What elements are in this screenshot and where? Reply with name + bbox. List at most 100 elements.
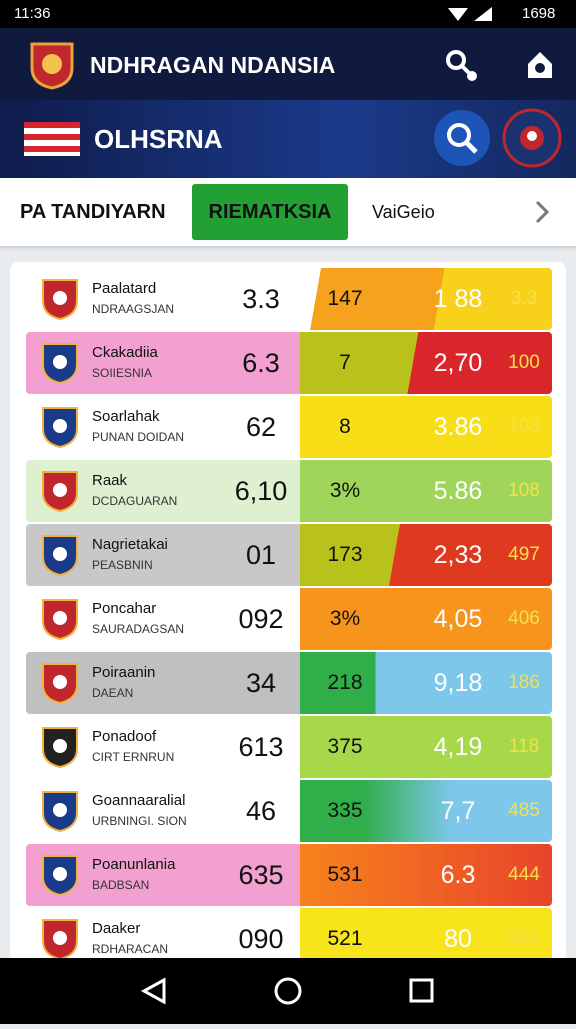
score: 092	[238, 604, 284, 634]
row-right: 218 9,18 186	[300, 652, 552, 714]
team-subtitle: BADBSAN	[92, 878, 150, 892]
stat: 100	[508, 352, 540, 373]
signal-icons	[448, 7, 492, 21]
score: 6,10	[234, 476, 288, 506]
team-crest	[42, 663, 78, 705]
time: 11:36	[14, 5, 51, 22]
stat: 4,19	[433, 733, 483, 761]
team-row[interactable]: 8 3.86 103 Soarlahak PUNAN DOIDAN 62	[26, 396, 552, 458]
stat: 103	[508, 416, 540, 437]
team-name: Paalatard	[92, 280, 157, 297]
stat: 6.3	[440, 861, 476, 889]
tab[interactable]: PA TANDIYARN	[20, 201, 166, 223]
team-row[interactable]: 335 7,7 485 Goannaaralial URBNINGI. SION 46	[26, 780, 552, 842]
standings-card: 147 1 88 3.3 Paalatard NDRAAGSJAN 3.3 7 2,70 100…	[10, 262, 566, 962]
stat: 147	[327, 287, 363, 310]
score: 3.3	[242, 284, 280, 314]
team-subtitle: SOIIESNIA	[92, 366, 153, 380]
tab-active[interactable]: RIEMATKSIA	[192, 184, 348, 240]
team-row[interactable]: 173 2,33 497 Nagrietakai PEASBNIN 01	[26, 524, 552, 586]
team-crest	[42, 855, 78, 897]
team-name: Poncahar	[92, 600, 157, 617]
stat: 335	[327, 799, 363, 822]
stat: 521	[327, 927, 363, 950]
row-right: 173 2,33 497	[300, 524, 552, 586]
search-button[interactable]	[432, 108, 492, 168]
team-row[interactable]: 7 2,70 100 Ckakadiia SOIIESNIA 6.3	[26, 332, 552, 394]
stat: 3%	[329, 479, 361, 502]
team-crest	[42, 727, 78, 769]
stat: 218	[327, 671, 363, 694]
team-row[interactable]: 218 9,18 186 Poiraanin DAEAN 34	[26, 652, 552, 714]
team-row[interactable]: 3% 4,05 406 Poncahar SAURADAGSAN 092	[26, 588, 552, 650]
team-row[interactable]: 375 4,19 118 Ponadoof CIRT ERNRUN 613	[26, 716, 552, 778]
recent-button[interactable]	[409, 978, 434, 1003]
stat: 497	[508, 544, 540, 565]
stat: 8	[339, 415, 351, 438]
score: 6.3	[242, 348, 280, 378]
stat: 9,18	[433, 669, 483, 697]
team-name: Poanunlania	[92, 856, 176, 873]
tab[interactable]: VaiGeio	[372, 202, 435, 222]
team-subtitle: SAURADAGSAN	[92, 622, 185, 636]
stat: 5.86	[433, 477, 483, 505]
team-subtitle: PUNAN DOIDAN	[92, 430, 185, 444]
stat: 3%	[329, 607, 361, 630]
stat: 7	[339, 351, 351, 374]
app-title: NDHRAGAN NDANSIA	[90, 52, 336, 78]
team-row[interactable]: 147 1 88 3.3 Paalatard NDRAAGSJAN 3.3	[26, 268, 552, 330]
stat: 7,7	[440, 797, 476, 825]
team-name: Ckakadiia	[92, 344, 158, 361]
team-crest	[42, 791, 78, 833]
score: 62	[245, 412, 277, 442]
team-crest	[42, 919, 78, 961]
stat: 375	[327, 735, 363, 758]
stat: 186	[508, 672, 540, 693]
row-right: 531 6.3 444	[300, 844, 552, 906]
team-crest	[42, 535, 78, 577]
team-crest	[42, 407, 78, 449]
team-crest	[42, 279, 78, 321]
team-row[interactable]: 3% 5.86 108 Raak DCDAGUARAN 6,10	[26, 460, 552, 522]
team-name: Goannaaralial	[92, 792, 186, 809]
score: 090	[238, 924, 284, 954]
nav-bar	[0, 958, 576, 1024]
team-subtitle: DCDAGUARAN	[92, 494, 178, 508]
team-subtitle: CIRT ERNRUN	[92, 750, 175, 764]
status-bar: 11:36 1698	[0, 0, 576, 28]
stat: 485	[508, 928, 540, 949]
next-arrow[interactable]	[534, 200, 550, 224]
team-subtitle: PEASBNIN	[92, 558, 153, 572]
stat: 1 88	[433, 285, 483, 313]
emblem	[502, 108, 562, 168]
sub-header: OLHSRNA	[0, 100, 576, 178]
row-right: 375 4,19 118	[300, 716, 552, 778]
battery: 1698	[522, 5, 556, 22]
sub-title: OLHSRNA	[94, 124, 223, 154]
team-row[interactable]: 521 80 485 Daaker RDHARACAN 090	[26, 908, 552, 962]
stat: 4,05	[433, 605, 483, 633]
home-nav[interactable]	[274, 977, 302, 1005]
stat: 406	[508, 608, 540, 629]
team-name: Poiraanin	[92, 664, 156, 681]
back-button[interactable]	[140, 977, 166, 1005]
row-right: 3% 5.86 108	[300, 460, 552, 522]
share-button[interactable]	[444, 48, 480, 84]
team-name: Daaker	[92, 920, 141, 937]
team-subtitle: DAEAN	[92, 686, 134, 700]
tab-bar: PA TANDIYARN RIEMATKSIA VaiGeio	[0, 178, 576, 246]
stat: 2,70	[433, 349, 483, 377]
score: 34	[245, 668, 277, 698]
flag	[24, 122, 80, 156]
score: 613	[238, 732, 284, 762]
team-row[interactable]: 531 6.3 444 Poanunlania BADBSAN 635	[26, 844, 552, 906]
stat: 80	[444, 925, 472, 953]
team-name: Raak	[92, 472, 128, 489]
stat: 118	[508, 736, 540, 757]
home-button[interactable]	[524, 48, 556, 82]
team-name: Nagrietakai	[92, 536, 168, 553]
row-right: 8 3.86 103	[300, 396, 552, 458]
score: 46	[245, 796, 277, 826]
team-subtitle: NDRAAGSJAN	[92, 302, 175, 316]
